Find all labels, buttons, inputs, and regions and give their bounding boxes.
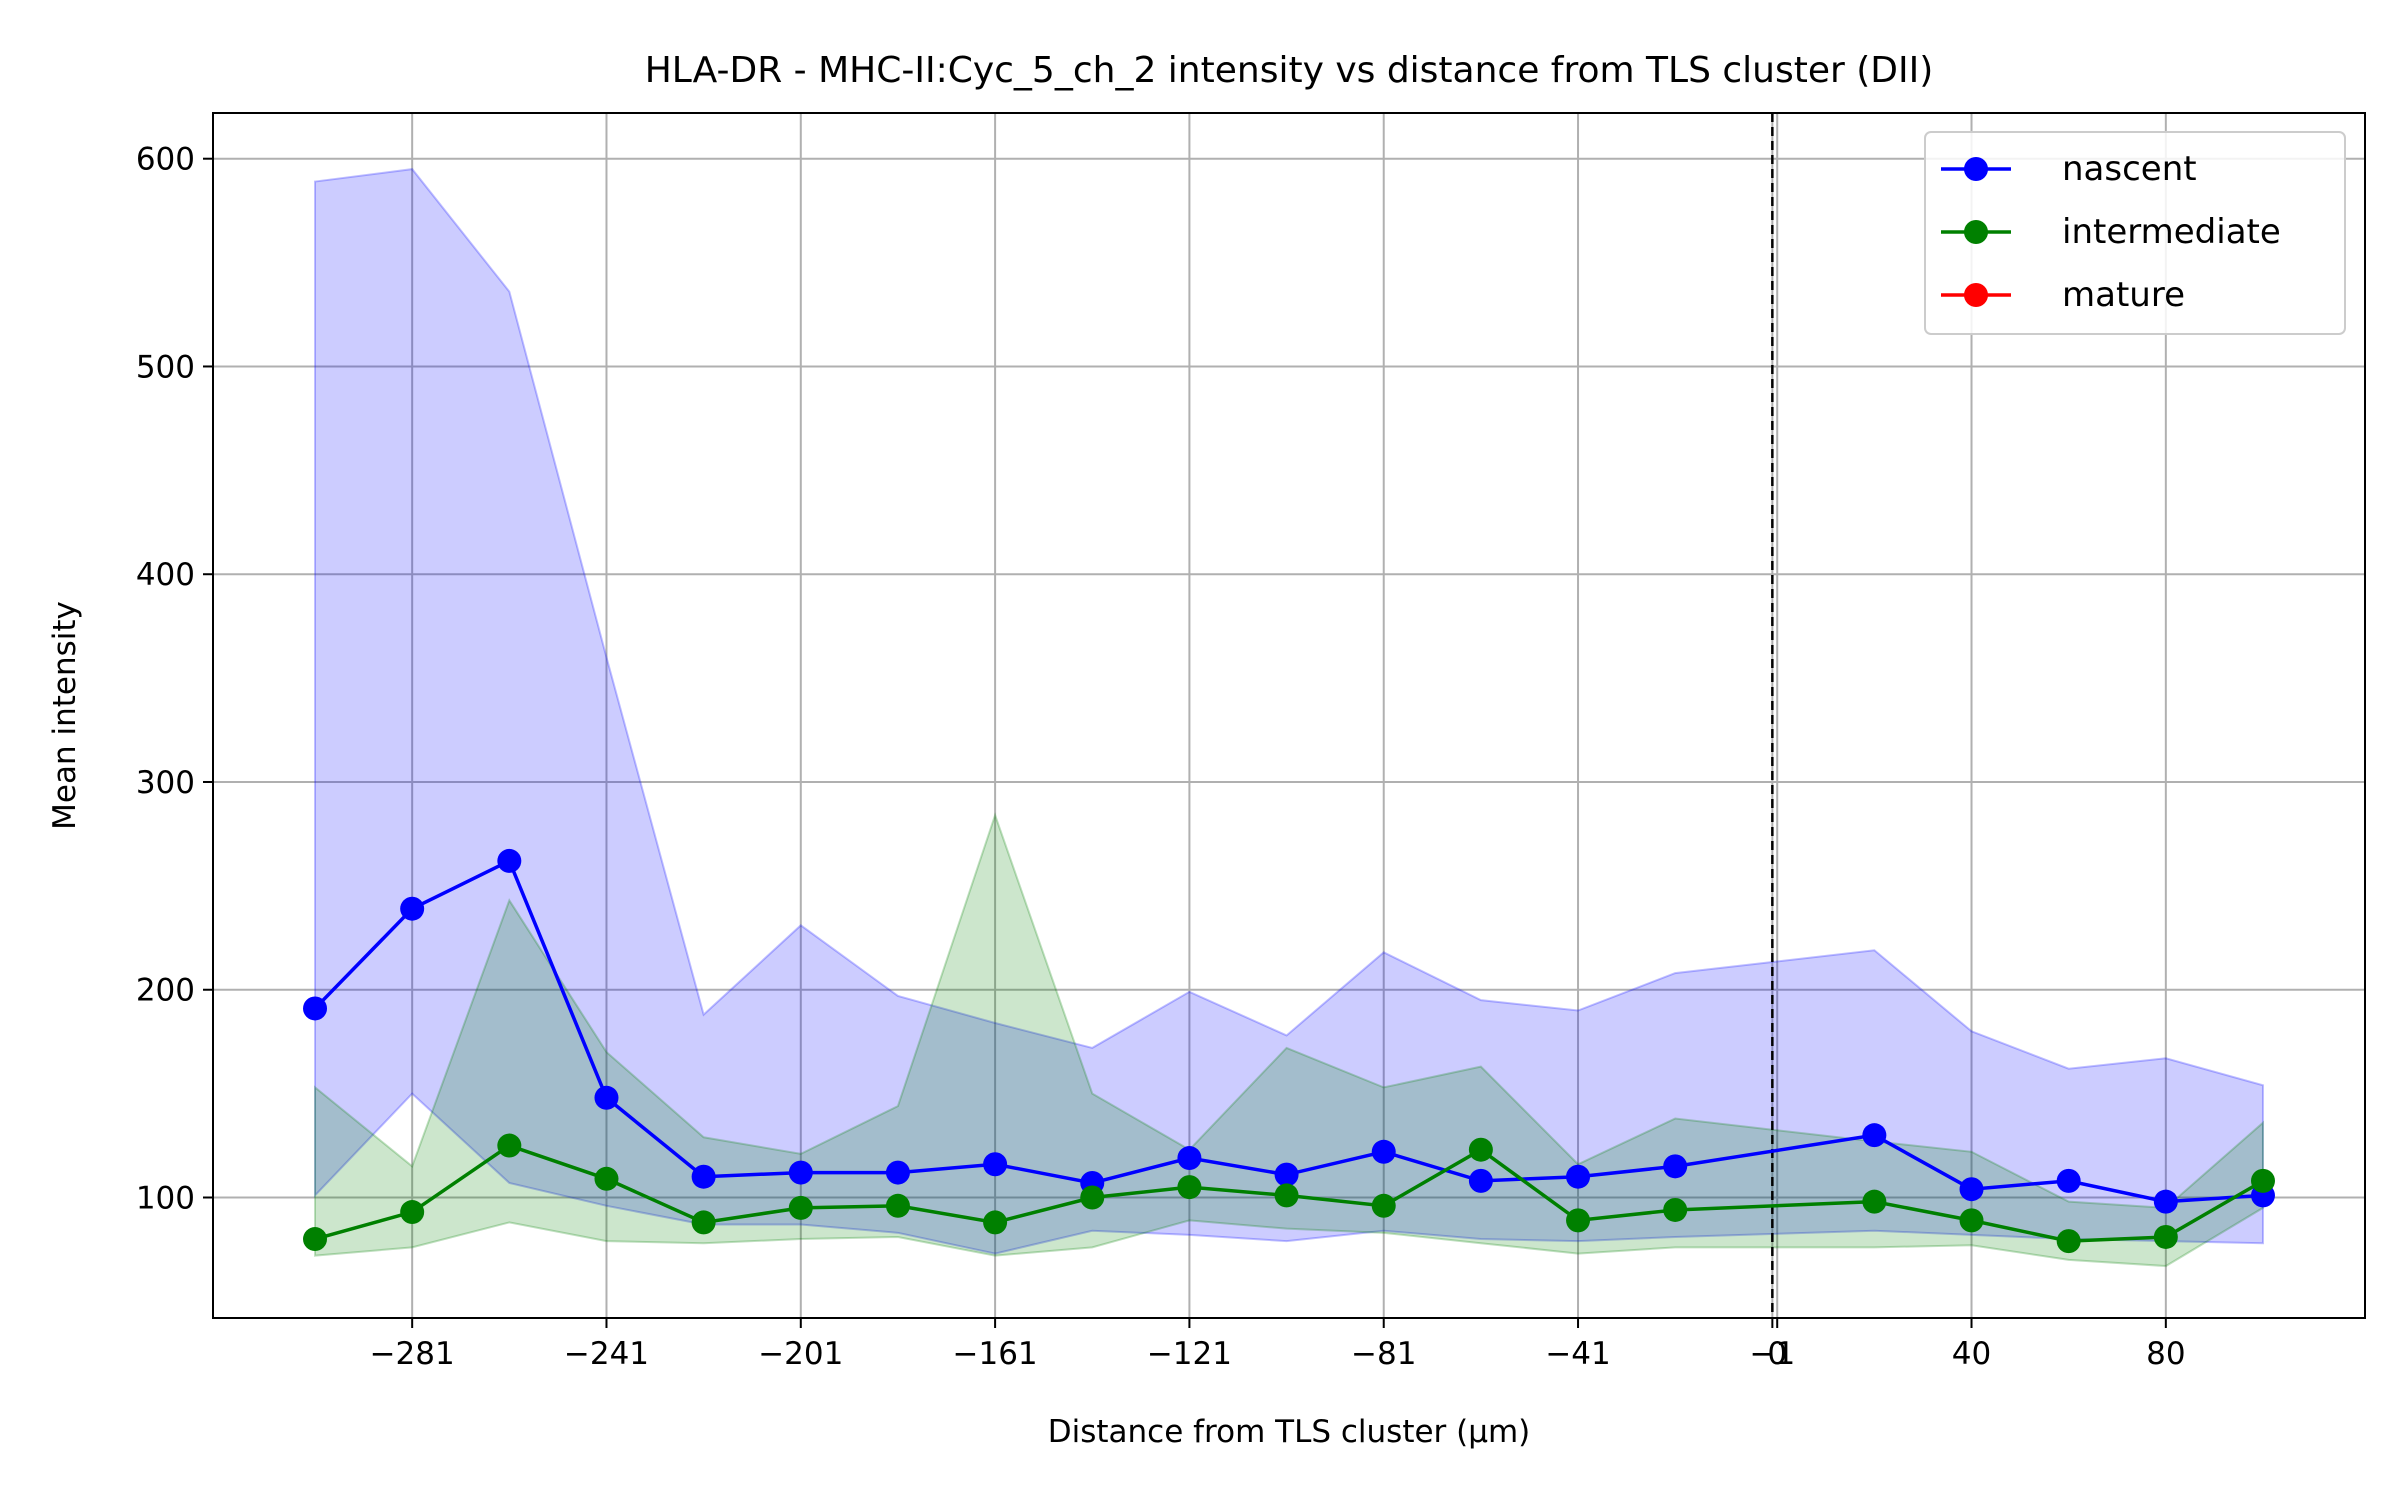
legend-swatch-marker bbox=[1964, 283, 1988, 307]
y-axis-ticks: 100 200 300 400 500 600 bbox=[136, 142, 213, 1217]
x-tick-label: 40 bbox=[1952, 1336, 1991, 1372]
nascent-point bbox=[1177, 1146, 1202, 1171]
legend-label: mature bbox=[2062, 275, 2185, 315]
y-tick-label: 300 bbox=[136, 765, 195, 801]
nascent-point bbox=[1468, 1168, 1493, 1193]
nascent-point bbox=[885, 1160, 910, 1185]
x-tick-label: −161 bbox=[953, 1336, 1038, 1372]
nascent-point bbox=[1959, 1177, 1984, 1202]
x-axis-ticks: −281 −241 −201 −161 −121 −81 −41 −10 40 80 bbox=[370, 1318, 2186, 1372]
x-tick-label: −201 bbox=[758, 1336, 843, 1372]
intermediate-point bbox=[2153, 1224, 2178, 1249]
intermediate-point bbox=[1080, 1185, 1105, 1210]
nascent-point bbox=[400, 896, 425, 921]
intermediate-point bbox=[788, 1195, 813, 1220]
x-tick-label: −81 bbox=[1351, 1336, 1416, 1372]
y-tick-label: 500 bbox=[136, 349, 195, 385]
legend-label: nascent bbox=[2062, 149, 2197, 189]
x-tick-label: −1 bbox=[1749, 1336, 1795, 1372]
intermediate-point bbox=[1371, 1193, 1396, 1218]
intermediate-point bbox=[594, 1166, 619, 1191]
intermediate-band bbox=[314, 812, 2264, 1268]
chart-title: HLA-DR - MHC-II:Cyc_5_ch_2 intensity vs … bbox=[645, 50, 1934, 91]
intermediate-point bbox=[303, 1227, 328, 1252]
series-points bbox=[303, 848, 2275, 1254]
intermediate-point bbox=[497, 1133, 522, 1158]
intermediate-point bbox=[1862, 1189, 1887, 1214]
x-tick-label: −241 bbox=[564, 1336, 649, 1372]
nascent-point bbox=[691, 1164, 716, 1189]
intermediate-point bbox=[2056, 1229, 2081, 1254]
x-tick-label: 0 bbox=[1767, 1336, 1787, 1372]
legend-box bbox=[1924, 131, 2346, 335]
y-axis-label: Mean intensity bbox=[47, 601, 83, 830]
legend-label: intermediate bbox=[2062, 212, 2281, 252]
nascent-point bbox=[594, 1085, 619, 1110]
nascent-band bbox=[314, 168, 2264, 1255]
x-axis-label: Distance from TLS cluster (μm) bbox=[1048, 1414, 1531, 1450]
nascent-point bbox=[497, 848, 522, 873]
intermediate-point bbox=[1468, 1137, 1493, 1162]
legend-swatch-marker bbox=[1964, 157, 1988, 181]
intermediate-point bbox=[1663, 1197, 1688, 1222]
x-tick-label: −281 bbox=[370, 1336, 455, 1372]
intermediate-point bbox=[2250, 1168, 2275, 1193]
confidence-bands bbox=[314, 168, 2264, 1268]
plot-frame bbox=[212, 112, 2366, 1319]
nascent-point bbox=[1663, 1154, 1688, 1179]
nascent-point bbox=[788, 1160, 813, 1185]
intermediate-point bbox=[885, 1193, 910, 1218]
nascent-point bbox=[1371, 1139, 1396, 1164]
x-tick-label: 80 bbox=[2146, 1336, 2185, 1372]
intermediate-point bbox=[1566, 1208, 1591, 1233]
intermediate-point bbox=[691, 1210, 716, 1235]
intermediate-point bbox=[400, 1200, 425, 1225]
x-tick-label: −121 bbox=[1147, 1336, 1232, 1372]
intermediate-point bbox=[1274, 1183, 1299, 1208]
nascent-point bbox=[983, 1152, 1008, 1177]
nascent-point bbox=[2153, 1189, 2178, 1214]
series-lines bbox=[313, 858, 2264, 1243]
intermediate-line bbox=[314, 1143, 2264, 1243]
nascent-point bbox=[1862, 1123, 1887, 1148]
y-tick-label: 600 bbox=[136, 142, 195, 178]
nascent-point bbox=[1566, 1164, 1591, 1189]
nascent-point bbox=[303, 996, 328, 1021]
y-tick-label: 400 bbox=[136, 557, 195, 593]
legend-swatch-marker bbox=[1964, 220, 1988, 244]
x-tick-label: −41 bbox=[1545, 1336, 1610, 1372]
y-tick-label: 200 bbox=[136, 973, 195, 1009]
nascent-line bbox=[313, 858, 2264, 1204]
intermediate-point bbox=[1959, 1208, 1984, 1233]
intermediate-point bbox=[1177, 1175, 1202, 1200]
nascent-point bbox=[1274, 1162, 1299, 1187]
y-tick-label: 100 bbox=[136, 1181, 195, 1217]
nascent-point bbox=[2056, 1168, 2081, 1193]
intermediate-point bbox=[983, 1210, 1008, 1235]
legend: nascent intermediate mature bbox=[1924, 131, 2346, 335]
